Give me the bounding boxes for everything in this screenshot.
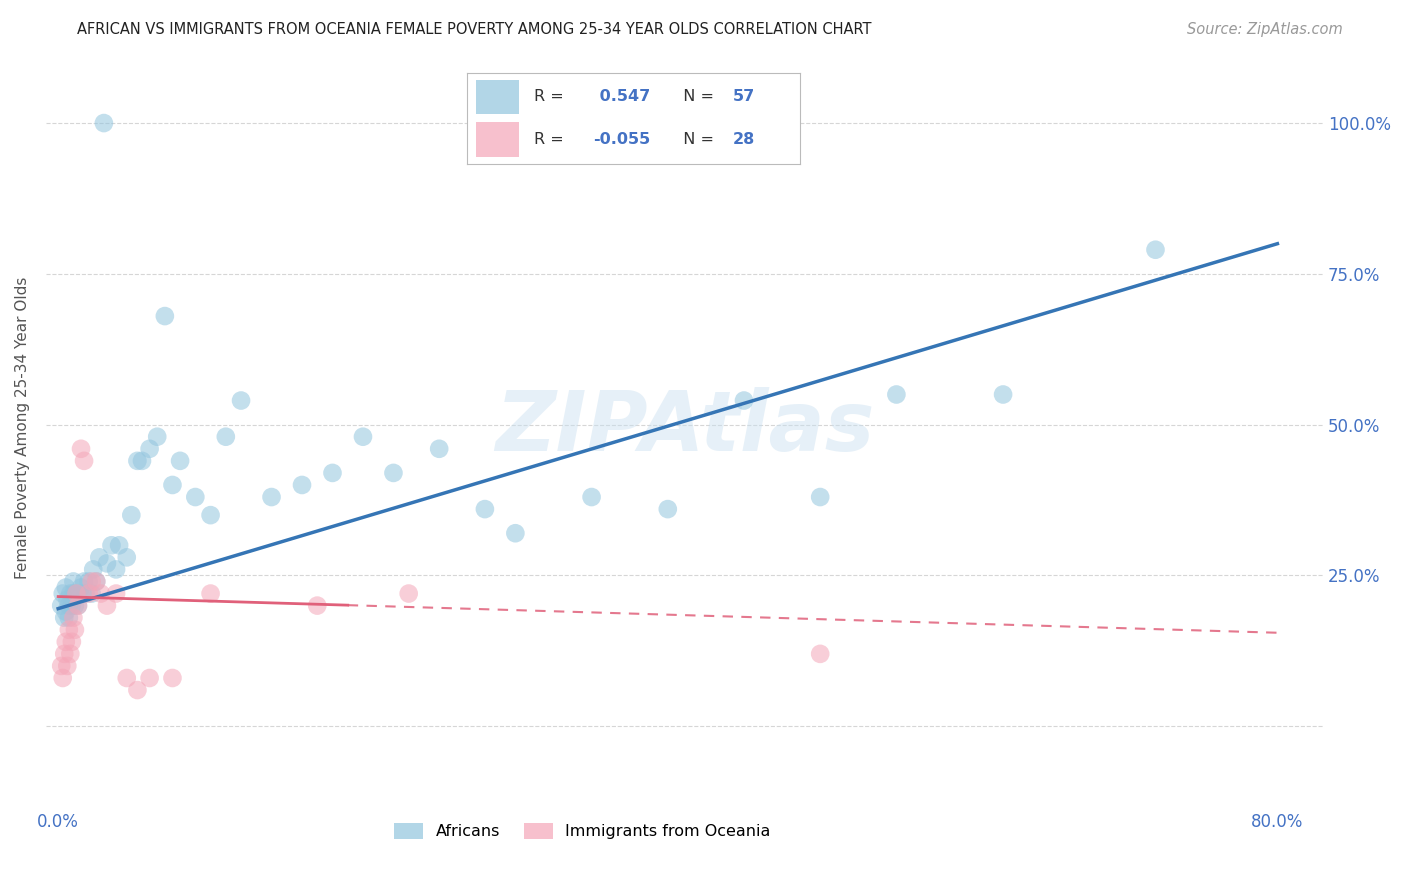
Point (291, 478, 314, 492)
Point (60, 599, 83, 613)
Point (200, 508, 222, 523)
Point (80, 574, 103, 589)
Point (162, 478, 184, 492)
Point (56, 592, 79, 607)
Point (53, 647, 76, 661)
Point (60, 635, 83, 649)
Point (398, 586, 420, 600)
Point (427, 442, 450, 456)
Point (62, 586, 84, 600)
Point (153, 309, 176, 323)
Point (215, 430, 238, 444)
Point (100, 538, 122, 552)
Point (65, 586, 87, 600)
Point (58, 599, 80, 613)
Point (886, 387, 908, 401)
Point (52, 586, 75, 600)
Point (352, 430, 374, 444)
Point (80, 586, 103, 600)
Point (58, 610, 80, 624)
Point (55, 635, 77, 649)
Point (72, 586, 94, 600)
Text: AFRICAN VS IMMIGRANTS FROM OCEANIA FEMALE POVERTY AMONG 25-34 YEAR OLDS CORRELAT: AFRICAN VS IMMIGRANTS FROM OCEANIA FEMAL… (77, 22, 872, 37)
Point (77, 574, 100, 589)
Point (84, 574, 107, 589)
Point (82, 562, 104, 576)
Point (991, 387, 1014, 401)
Point (55, 581, 77, 595)
Point (55, 605, 77, 619)
Point (105, 562, 128, 576)
Point (73, 454, 96, 468)
Point (169, 454, 191, 468)
Point (581, 490, 603, 504)
Point (51, 659, 73, 673)
Y-axis label: Female Poverty Among 25-34 Year Olds: Female Poverty Among 25-34 Year Olds (15, 277, 30, 579)
Point (96, 599, 118, 613)
Text: ZIPAtlas: ZIPAtlas (495, 387, 875, 468)
Point (127, 683, 149, 698)
Point (1144, 243, 1167, 257)
Point (77, 586, 100, 600)
Point (131, 454, 153, 468)
Point (115, 550, 138, 565)
Point (90, 586, 112, 600)
Point (52, 671, 75, 685)
Point (105, 586, 128, 600)
Point (127, 454, 149, 468)
Point (73, 574, 96, 589)
Point (733, 393, 755, 408)
Point (505, 526, 527, 541)
Point (808, 647, 831, 661)
Point (321, 466, 343, 480)
Point (146, 430, 169, 444)
Point (382, 466, 405, 480)
Legend: Africans, Immigrants from Oceania: Africans, Immigrants from Oceania (388, 816, 778, 846)
Point (657, 502, 679, 516)
Point (260, 490, 283, 504)
Point (62, 610, 84, 624)
Point (96, 557, 118, 571)
Point (63, 623, 86, 637)
Point (63, 599, 86, 613)
Point (200, 586, 222, 600)
Point (58, 623, 80, 637)
Point (65, 586, 87, 600)
Point (307, 599, 329, 613)
Point (84, 574, 107, 589)
Point (53, 610, 76, 624)
Point (62, 574, 84, 589)
Point (138, 671, 160, 685)
Point (474, 502, 496, 516)
Point (59, 586, 82, 600)
Point (70, 581, 93, 595)
Point (808, 490, 831, 504)
Point (75, 586, 97, 600)
Point (59, 647, 82, 661)
Text: Source: ZipAtlas.com: Source: ZipAtlas.com (1187, 22, 1343, 37)
Point (56, 659, 79, 673)
Point (162, 671, 184, 685)
Point (229, 393, 252, 408)
Point (115, 671, 138, 685)
Point (108, 538, 131, 552)
Point (51, 599, 73, 613)
Point (70, 442, 93, 456)
Point (66, 599, 89, 613)
Point (93, 116, 115, 130)
Point (89, 550, 111, 565)
Point (120, 508, 142, 523)
Point (138, 442, 160, 456)
Point (66, 599, 89, 613)
Point (184, 490, 207, 504)
